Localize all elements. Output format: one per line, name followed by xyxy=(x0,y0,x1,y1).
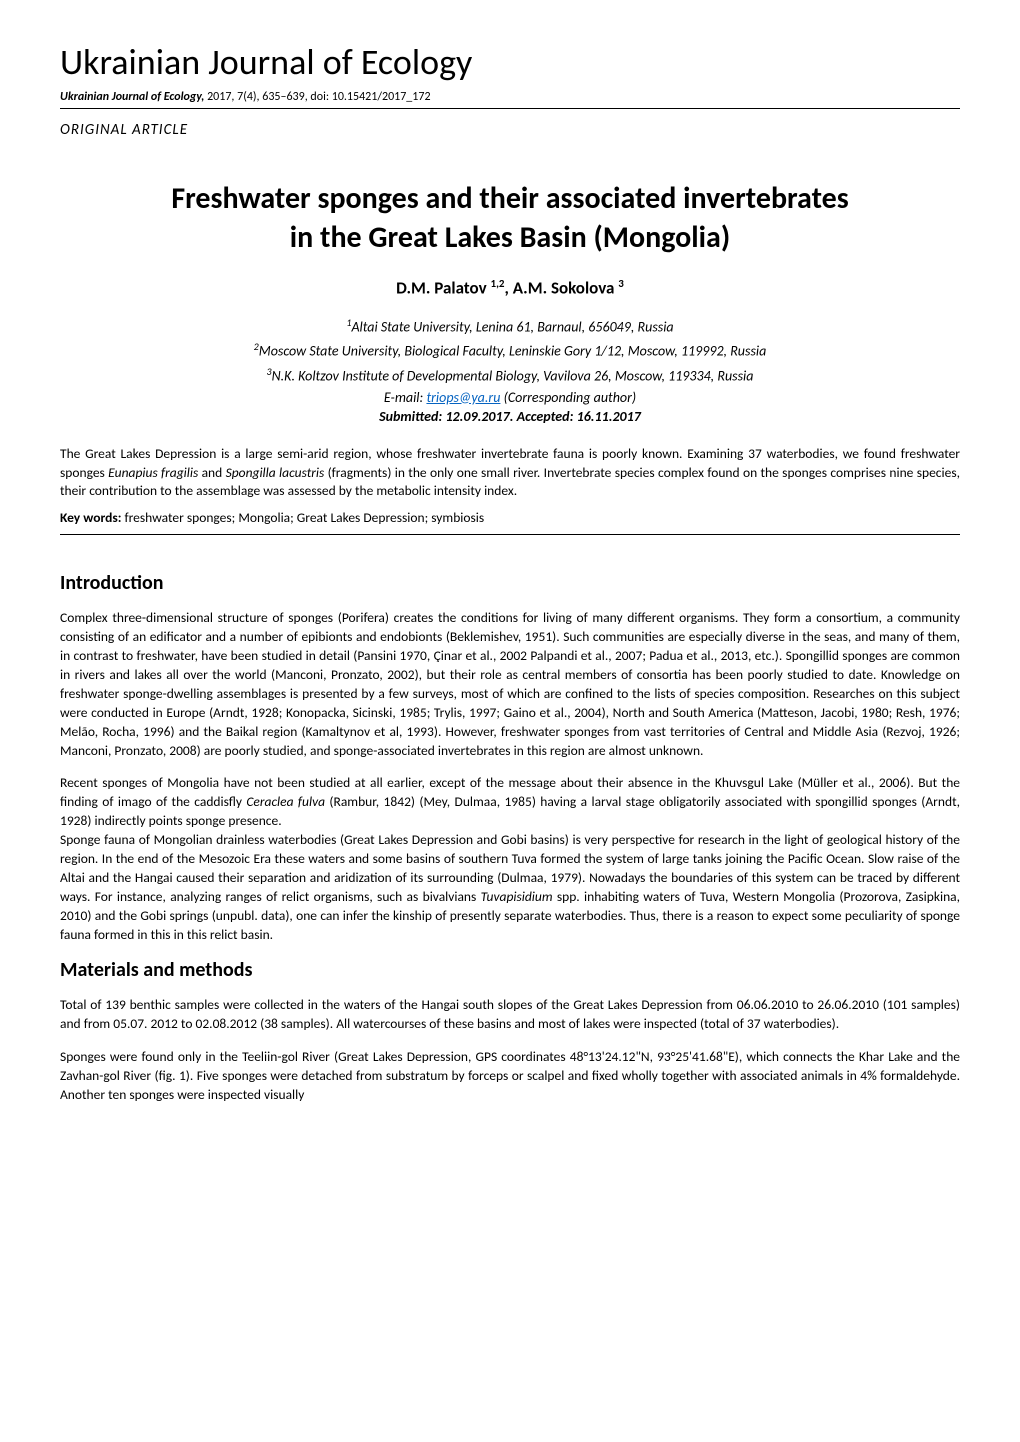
methods-paragraph-2: Sponges were found only in the Teeliin-g… xyxy=(60,1048,960,1105)
abstract: The Great Lakes Depression is a large se… xyxy=(60,445,960,502)
email-suffix: (Corresponding author) xyxy=(500,389,636,406)
affiliation-text: Moscow State University, Biological Facu… xyxy=(259,343,767,360)
intro-p3-species: Tuvapisidium xyxy=(481,888,553,905)
email-link[interactable]: triops@ya.ru xyxy=(426,389,500,406)
affiliation-1: 1Altai State University, Lenina 61, Barn… xyxy=(60,315,960,338)
title-line-2: in the Great Lakes Basin (Mongolia) xyxy=(290,219,730,256)
section-heading-introduction: Introduction xyxy=(60,571,960,595)
citation-line: Ukrainian Journal of Ecology, 2017, 7(4)… xyxy=(60,90,960,109)
affiliation-2: 2Moscow State University, Biological Fac… xyxy=(60,339,960,362)
authors: D.M. Palatov 1,2, A.M. Sokolova 3 xyxy=(60,277,960,299)
methods-paragraph-1: Total of 139 benthic samples were collec… xyxy=(60,996,960,1034)
article-title: Freshwater sponges and their associated … xyxy=(60,179,960,257)
keywords-text: freshwater sponges; Mongolia; Great Lake… xyxy=(121,509,484,526)
abstract-species-2: Spongilla lacustris xyxy=(226,464,325,481)
journal-title: Ukrainian Journal of Ecology xyxy=(60,40,960,84)
article-type: ORIGINAL ARTICLE xyxy=(60,121,960,139)
citation-rest: 2017, 7(4), 635–639, doi: 10.15421/2017_… xyxy=(204,90,430,104)
intro-paragraph-3: Sponge fauna of Mongolian drainless wate… xyxy=(60,831,960,944)
keywords-line: Key words: freshwater sponges; Mongolia;… xyxy=(60,509,960,535)
keywords-label: Key words: xyxy=(60,509,121,526)
citation-journal-name: Ukrainian Journal of Ecology, xyxy=(60,90,204,104)
abstract-mid: and xyxy=(198,464,225,481)
affiliation-text: N.K. Koltzov Institute of Developmental … xyxy=(272,368,754,385)
intro-paragraph-2: Recent sponges of Mongolia have not been… xyxy=(60,774,960,831)
abstract-species-1: Eunapius fragilis xyxy=(108,464,198,481)
intro-p2-species: Ceraclea fulva xyxy=(246,793,325,810)
affiliation-3: 3N.K. Koltzov Institute of Developmental… xyxy=(60,364,960,387)
email-line: E-mail: triops@ya.ru (Corresponding auth… xyxy=(60,389,960,406)
submitted-accepted: Submitted: 12.09.2017. Accepted: 16.11.2… xyxy=(60,408,960,425)
affiliation-text: Altai State University, Lenina 61, Barna… xyxy=(351,318,673,335)
section-heading-methods: Materials and methods xyxy=(60,958,960,982)
title-line-1: Freshwater sponges and their associated … xyxy=(171,180,848,217)
intro-paragraph-1: Complex three-dimensional structure of s… xyxy=(60,609,960,760)
email-prefix: E-mail: xyxy=(384,389,427,406)
